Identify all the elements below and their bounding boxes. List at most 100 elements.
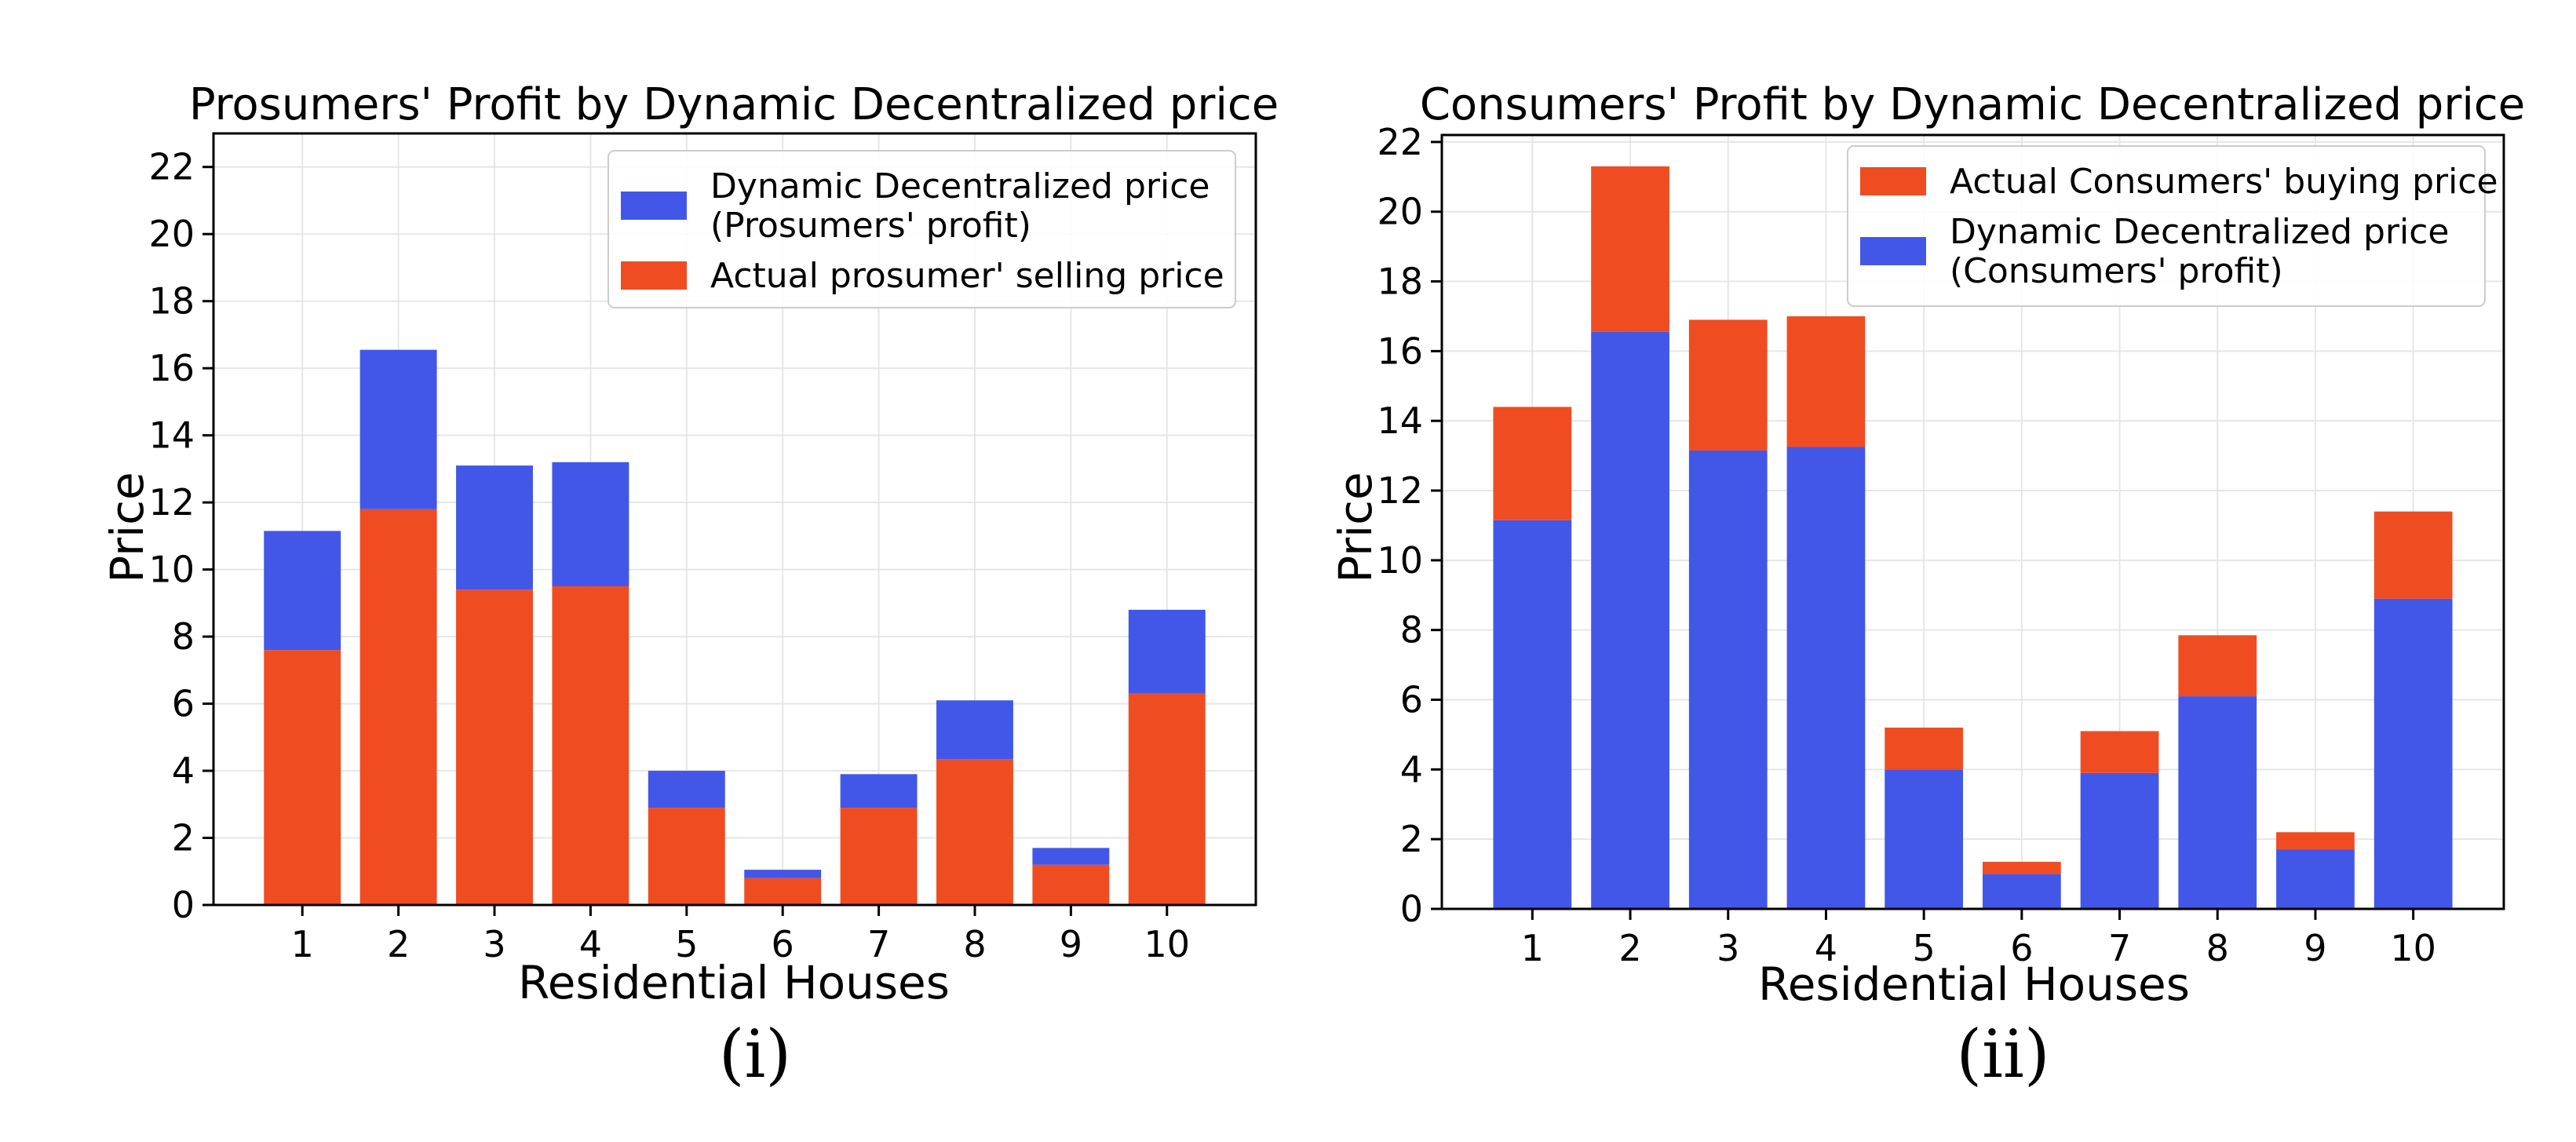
y-tick-label: 20 — [148, 213, 195, 255]
bar-segment — [936, 700, 1013, 760]
y-axis-label: Price — [1329, 472, 1382, 583]
bar-segment — [1982, 862, 2061, 874]
x-axis-label: Residential Houses — [518, 956, 950, 1009]
x-tick-label: 7 — [867, 923, 890, 965]
legend-box — [608, 150, 1236, 308]
y-tick-label: 16 — [148, 347, 195, 389]
y-tick-label: 6 — [172, 683, 195, 725]
legend-swatch — [621, 261, 687, 290]
x-tick-label: 8 — [963, 923, 986, 965]
bar-segment — [2373, 511, 2453, 599]
x-tick-label: 8 — [2206, 927, 2229, 969]
x-tick-label: 6 — [2010, 927, 2033, 969]
y-tick-label: 16 — [1377, 330, 1423, 372]
y-tick-label: 10 — [1377, 539, 1423, 582]
y-axis-label: Price — [100, 472, 154, 583]
bar-segment — [359, 349, 437, 509]
bar-segment — [264, 650, 341, 905]
x-axis-label: Residential Houses — [1758, 958, 2190, 1011]
bar-segment — [456, 465, 533, 590]
x-tick-label: 9 — [2304, 927, 2326, 969]
bar-segment — [936, 759, 1013, 905]
y-tick-label: 2 — [1400, 818, 1423, 860]
x-tick-label: 10 — [1144, 923, 1191, 965]
x-tick-label: 3 — [1717, 927, 1739, 969]
x-tick-label: 1 — [1521, 927, 1544, 969]
y-tick-label: 18 — [1377, 261, 1423, 303]
bar-segment — [648, 771, 725, 808]
y-tick-label: 8 — [172, 615, 195, 658]
y-tick-label: 4 — [1400, 748, 1423, 790]
x-tick-label: 2 — [387, 923, 410, 965]
legend: Dynamic Decentralized price (Prosumers' p… — [608, 150, 1236, 308]
y-tick-label: 18 — [148, 280, 195, 323]
x-tick-label: 10 — [2390, 927, 2436, 969]
legend-swatch — [1860, 167, 1926, 195]
bar-segment — [1688, 319, 1768, 451]
y-tick-label: 22 — [1377, 121, 1423, 163]
bar-segment — [2178, 696, 2257, 909]
bar-segment — [1493, 407, 1572, 520]
bar-segment — [840, 774, 918, 808]
y-tick-label: 14 — [1377, 400, 1423, 442]
bar-segment — [1128, 693, 1206, 905]
x-tick-label: 4 — [1815, 927, 1837, 969]
y-tick-label: 4 — [172, 750, 195, 792]
bar-segment — [552, 586, 629, 905]
bar-segment — [1885, 728, 1964, 770]
bar-segment — [2373, 598, 2453, 909]
chart-title: Prosumers' Profit by Dynamic Decentraliz… — [189, 79, 1279, 130]
bar-segment — [1982, 874, 2061, 909]
bar-segment — [1032, 848, 1110, 865]
y-tick-label: 12 — [148, 481, 195, 524]
x-tick-label: 5 — [675, 923, 698, 965]
x-tick-label: 7 — [2108, 927, 2131, 969]
bar-segment — [1885, 769, 1964, 909]
bar-segment — [1591, 331, 1669, 910]
legend-box — [1847, 145, 2486, 307]
bar-segment — [2276, 832, 2355, 850]
legend-label: Actual prosumer' selling price — [710, 256, 1224, 296]
bar-segment — [1688, 450, 1768, 909]
bar-segment — [2276, 849, 2355, 909]
bar-segment — [744, 870, 822, 878]
y-tick-label: 6 — [1400, 679, 1423, 721]
y-tick-label: 2 — [172, 817, 195, 859]
x-tick-label: 4 — [579, 923, 602, 965]
bar-segment — [552, 462, 629, 586]
legend-swatch — [1860, 237, 1926, 265]
y-tick-label: 22 — [148, 146, 195, 188]
x-tick-label: 1 — [291, 923, 314, 965]
plot-frame — [212, 132, 1257, 907]
bar-segment — [840, 808, 918, 905]
y-tick-label: 10 — [148, 549, 195, 591]
x-tick-label: 9 — [1060, 923, 1082, 965]
x-tick-label: 5 — [1913, 927, 1936, 969]
legend: Actual Consumers' buying price Dynamic De… — [1847, 145, 2498, 307]
bar-segment — [1786, 447, 1866, 909]
chart-title: Consumers' Profit by Dynamic Decentraliz… — [1420, 79, 2525, 130]
bar-segment — [456, 589, 533, 905]
bar-segment — [648, 808, 725, 905]
y-tick-label: 20 — [1377, 191, 1423, 233]
bar-segment — [359, 509, 437, 905]
x-tick-label: 6 — [772, 923, 794, 965]
bar-segment — [2080, 772, 2159, 909]
chart-caption: (i) — [719, 1016, 791, 1093]
legend-swatch — [621, 192, 687, 220]
bar-segment — [1786, 316, 1866, 447]
bar-segment — [744, 877, 822, 905]
bar-segment — [1128, 609, 1206, 694]
bar-segment — [2178, 635, 2257, 697]
y-tick-label: 0 — [172, 884, 195, 926]
y-tick-label: 0 — [1400, 888, 1423, 930]
legend-label: Dynamic Decentralized price (Consumers' p… — [1950, 212, 2449, 291]
y-tick-label: 12 — [1377, 469, 1423, 512]
bar-segment — [2080, 731, 2159, 773]
x-tick-label: 2 — [1618, 927, 1641, 969]
y-tick-label: 14 — [148, 414, 195, 457]
